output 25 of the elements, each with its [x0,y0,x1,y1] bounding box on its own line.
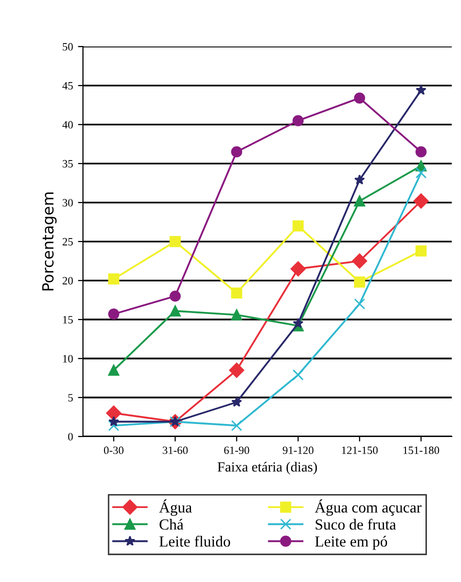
y-tick-label: 5 [68,394,73,402]
x-tick-label: 61-90 [224,446,250,454]
x-tick-label: 151-180 [404,446,440,454]
y-tick-label: 40 [62,121,73,129]
y-tick-label: 20 [62,276,73,284]
x-tick-label: 91-120 [282,446,314,454]
legend-label: Chá [160,518,184,530]
y-tick-label: 45 [62,82,73,90]
legend-label: Leite fluido [159,536,230,547]
legend-label: Água [159,499,192,516]
y-tick-label: 15 [63,316,73,324]
x-tick-label: 0-30 [104,446,124,454]
x-axis-title: Faixa etária (dias) [218,462,317,474]
legend-label: Água com açucar [314,499,422,516]
y-tick-label: 10 [63,354,73,362]
legend-label: Leite em pó [315,536,388,550]
y-tick-label: 35 [62,160,73,168]
y-tick-label: 0 [68,432,73,440]
y-tick-label: 30 [62,199,73,206]
y-tick-label: 25 [62,238,73,246]
x-tick-label: 121-150 [342,446,378,454]
x-tick-label: 31-60 [162,446,188,454]
y-tick-label: 50 [62,43,73,51]
legend-label: Suco de fruta [316,518,396,530]
y-axis-title: Porcentagem [42,192,57,290]
